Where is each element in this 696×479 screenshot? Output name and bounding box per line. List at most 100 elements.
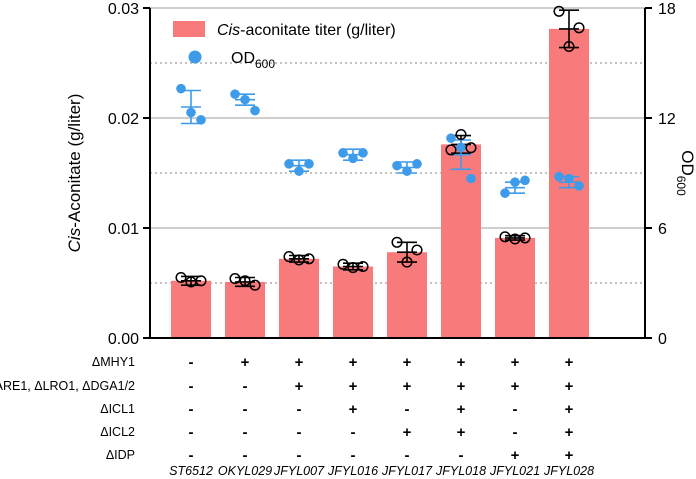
left-axis-ticks: 0.00 0.01 0.02 0.03: [108, 1, 150, 348]
genotype-table: ΔMHY1 - + + + + + + + ΔARE1, ΔLRO1, ΔDGA1/2 - - + + + +…: [0, 354, 574, 464]
genotype-mark: +: [565, 378, 574, 395]
genotype-mark: -: [189, 424, 194, 441]
genotype-row-label: ΔMHY1: [92, 355, 135, 369]
titer-point: [499, 231, 511, 243]
left-axis-label-italic: Cis: [65, 227, 84, 252]
legend-od-marker: [188, 50, 202, 64]
genotype-mark: -: [297, 401, 302, 418]
genotype-mark: +: [565, 401, 574, 418]
right-axis-label: OD600: [674, 150, 696, 196]
genotype-row-label: ΔARE1, ΔLRO1, ΔDGA1/2: [0, 379, 135, 393]
genotype-mark: +: [403, 424, 412, 441]
genotype-row-label: ΔICL1: [100, 402, 135, 416]
x-category-label: JFYL021: [489, 464, 540, 478]
genotype-mark: +: [511, 447, 520, 464]
titer-point: [283, 251, 295, 263]
genotype-mark: -: [513, 424, 518, 441]
right-axis-label-main: OD: [678, 150, 696, 176]
left-tick-label: 0.02: [108, 111, 139, 128]
genotype-mark: -: [297, 424, 302, 441]
titer-point: [455, 128, 467, 141]
genotype-mark: +: [295, 378, 304, 395]
od-point: [392, 160, 402, 171]
legend-od-label-main: OD: [231, 50, 255, 67]
genotype-mark: -: [189, 354, 194, 371]
x-category-label: JFYL007: [273, 464, 325, 478]
legend-od-label: OD600: [231, 50, 275, 71]
right-tick-label: 18: [658, 1, 676, 18]
od-point: [500, 188, 510, 198]
genotype-mark: +: [565, 424, 574, 441]
titer-point: [563, 40, 575, 53]
genotype-mark: -: [189, 447, 194, 464]
x-category-label: JFYL018: [435, 464, 486, 478]
od-point: [564, 173, 574, 184]
genotype-mark: +: [457, 424, 466, 441]
genotype-mark: +: [565, 447, 574, 464]
titer-point: [573, 22, 585, 34]
bar: [171, 280, 211, 338]
bar: [441, 144, 481, 338]
genotype-mark: -: [243, 424, 248, 441]
genotype-mark: -: [513, 401, 518, 418]
legend-bar-label: Cis-aconitate titer (g/liter): [217, 22, 396, 39]
genotype-mark: -: [459, 447, 464, 464]
x-category-labels: ST6512 OKYL029 JFYL007 JFYL016 JFYL017 JFYL01…: [169, 464, 594, 478]
genotype-mark: -: [405, 447, 410, 464]
genotype-mark: +: [457, 401, 466, 418]
od-point: [304, 159, 314, 169]
od-point: [456, 142, 466, 153]
genotype-mark: +: [511, 354, 520, 371]
titer-point: [175, 271, 187, 284]
legend: Cis-aconitate titer (g/liter) OD600: [173, 21, 396, 71]
od-point: [466, 173, 476, 184]
titer-point: [239, 275, 251, 287]
od-point: [196, 115, 206, 125]
od-point: [338, 148, 348, 158]
od-point: [230, 89, 240, 99]
od-point: [186, 107, 196, 118]
od-point: [348, 153, 358, 164]
genotype-mark: +: [565, 354, 574, 371]
titer-point: [519, 232, 531, 244]
bar: [387, 252, 427, 338]
titer-point: [337, 258, 349, 270]
genotype-mark: +: [457, 354, 466, 371]
right-tick-label: 6: [658, 221, 667, 238]
genotype-mark: +: [511, 378, 520, 395]
genotype-mark: +: [403, 378, 412, 395]
legend-bar-label-rest: -aconitate titer (g/liter): [240, 22, 396, 39]
legend-od-label-sub: 600: [255, 57, 275, 71]
legend-bar-swatch: [173, 21, 205, 37]
titer-point: [553, 5, 565, 17]
od-point: [574, 181, 584, 191]
genotype-mark: -: [189, 378, 194, 395]
titer-point: [465, 142, 477, 154]
genotype-mark: -: [243, 401, 248, 418]
titer-point: [357, 260, 369, 273]
left-tick-label: 0.03: [108, 1, 139, 18]
legend-bar-label-italic: Cis: [217, 22, 240, 39]
od-point: [294, 166, 304, 176]
data-points: [175, 5, 585, 291]
genotype-mark: -: [351, 447, 356, 464]
left-tick-label: 0.01: [108, 221, 139, 238]
genotype-row-label: ΔICL2: [100, 425, 135, 439]
genotype-mark: +: [349, 401, 358, 418]
titer-point: [303, 253, 315, 265]
right-tick-label: 12: [658, 111, 676, 128]
od-point: [554, 171, 564, 182]
od-point: [402, 166, 412, 176]
x-category-label: JFYL017: [381, 464, 433, 478]
left-axis-label: Cis-Aconitate (g/liter): [65, 94, 84, 253]
x-category-label: JFYL016: [327, 464, 378, 478]
x-category-label: JFYL028: [543, 464, 594, 478]
left-axis-label-rest: -Aconitate (g/liter): [65, 94, 84, 228]
genotype-mark: +: [349, 378, 358, 395]
genotype-mark: +: [349, 354, 358, 371]
titer-point: [411, 244, 423, 256]
od-point: [520, 175, 530, 186]
titer-point: [401, 256, 413, 268]
genotype-mark: +: [457, 378, 466, 395]
titer-point: [195, 275, 207, 287]
